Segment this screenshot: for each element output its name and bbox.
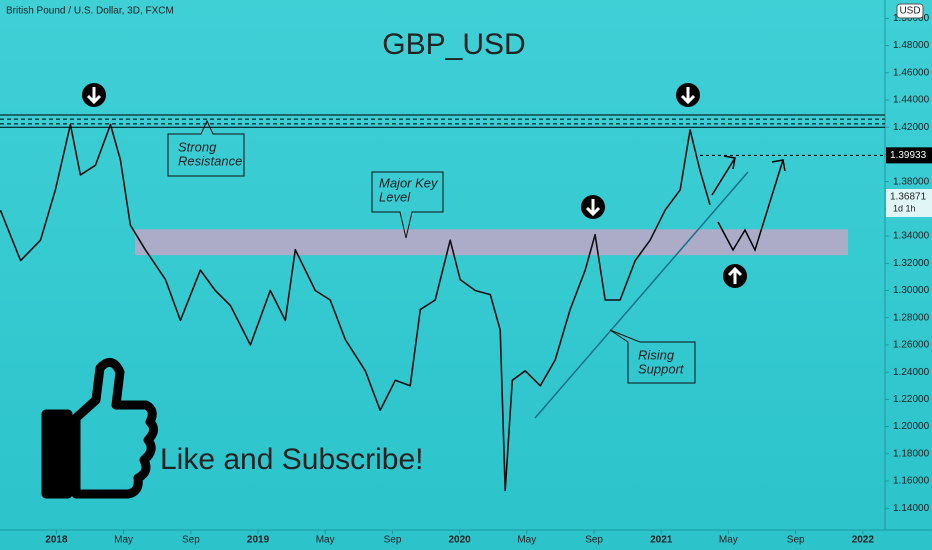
- last-price-label: 1.36871: [890, 192, 927, 203]
- y-tick-label: 1.18000: [893, 448, 930, 459]
- x-tick-label: 2019: [247, 535, 270, 546]
- cta-text: Like and Subscribe!: [160, 443, 424, 476]
- annotation: Major Key: [379, 175, 439, 190]
- y-tick-label: 1.44000: [893, 95, 930, 106]
- x-tick-label: Sep: [787, 535, 805, 546]
- annotation: Level: [379, 189, 411, 204]
- x-tick-label: May: [517, 535, 536, 546]
- trend-line: [534, 171, 749, 419]
- symbol-header: British Pound / U.S. Dollar, 3D, FXCM: [6, 6, 174, 17]
- up-arrow-icon: [723, 264, 747, 288]
- annotation: Support: [638, 361, 685, 376]
- y-tick-label: 1.42000: [893, 122, 930, 133]
- projection-head: [771, 159, 786, 172]
- projection: [717, 159, 784, 253]
- thumbs-up-icon: [41, 357, 158, 499]
- price-line: [0, 123, 711, 492]
- x-tick-label: 2018: [45, 535, 68, 546]
- y-tick-label: 1.14000: [893, 503, 930, 514]
- x-tick-label: May: [114, 535, 133, 546]
- y-tick-label: 1.24000: [893, 367, 930, 378]
- countdown-label: 1d 1h: [893, 203, 916, 213]
- y-tick-label: 1.30000: [893, 285, 930, 296]
- callout-box: [167, 119, 245, 177]
- x-tick-label: May: [719, 535, 738, 546]
- y-tick-label: 1.26000: [893, 340, 930, 351]
- x-tick-label: 2021: [650, 535, 673, 546]
- y-tick-label: 1.16000: [893, 476, 930, 487]
- level-price-label: 1.39933: [890, 150, 927, 161]
- x-tick-label: Sep: [585, 535, 603, 546]
- annotation: Rising: [638, 347, 675, 362]
- down-arrow-icon: [82, 83, 106, 107]
- currency-badge-text: USD: [899, 6, 920, 17]
- annotation: Strong: [178, 139, 217, 154]
- y-tick-label: 1.20000: [893, 421, 930, 432]
- projection: [711, 157, 736, 196]
- currency-badge: [896, 3, 924, 19]
- y-tick-label: 1.46000: [893, 67, 930, 78]
- projection-head: [723, 155, 736, 170]
- last-price-box: [886, 189, 932, 218]
- x-tick-label: Sep: [182, 535, 200, 546]
- y-tick-label: 1.22000: [893, 394, 930, 405]
- chart-title: GBP_USD: [382, 28, 525, 61]
- x-tick-label: 2020: [449, 535, 472, 546]
- callout-box: [371, 171, 444, 239]
- down-arrow-icon: [581, 195, 605, 219]
- y-tick-label: 1.50000: [893, 13, 930, 24]
- y-tick-label: 1.34000: [893, 231, 930, 242]
- annotation: Resistance: [178, 153, 242, 168]
- y-tick-label: 1.28000: [893, 312, 930, 323]
- key-zone: [135, 229, 848, 256]
- level-price-box: [886, 147, 932, 164]
- y-tick-label: 1.38000: [893, 176, 930, 187]
- callout-box: [609, 329, 696, 384]
- x-tick-label: Sep: [384, 535, 402, 546]
- y-tick-label: 1.48000: [893, 40, 930, 51]
- x-tick-label: 2022: [852, 535, 875, 546]
- x-tick-label: May: [316, 535, 335, 546]
- down-arrow-icon: [676, 83, 700, 107]
- y-tick-label: 1.32000: [893, 258, 930, 269]
